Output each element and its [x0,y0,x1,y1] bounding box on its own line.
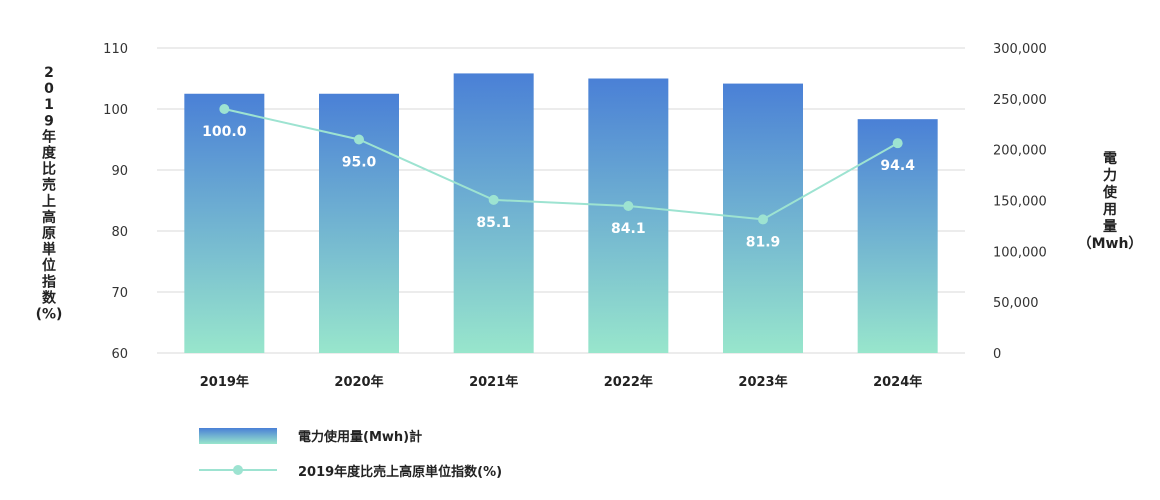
line-series [219,104,903,225]
data-labels: 100.0 95.0 85.1 84.1 81.9 94.4 [202,124,915,250]
bar [857,119,938,354]
left-axis-title: 2019年度比売上高原単位指数(%) [36,65,63,323]
left-tick-label: 60 [111,347,128,362]
right-axis-title-char: 量 [1103,219,1117,235]
right-axis-title: 電力使用量（Mwh） [1078,150,1143,252]
right-tick-label: 150,000 [993,195,1047,210]
right-axis-title-char: （Mwh） [1078,236,1143,252]
x-tick-label: 2021年 [469,374,518,390]
series-line [224,108,899,221]
right-axis-title-char: 使 [1102,184,1118,201]
legend-line-label: 2019年度比売上高原単位指数(%) [298,464,502,480]
right-tick-label: 0 [993,347,1001,362]
legend-bar-label: 電力使用量(Mwh)計 [298,429,422,445]
right-axis-title-char: 電 [1103,150,1117,167]
left-tick-label: 90 [111,164,128,179]
line-point [488,194,499,205]
left-axis-title-char: 1 [44,97,54,113]
right-tick-label: 50,000 [993,296,1039,311]
legend-bar-swatch [199,428,277,444]
x-tick-label: 2023年 [738,374,787,390]
left-axis-title-char: (%) [36,307,63,323]
x-tick-label: 2020年 [334,374,383,390]
left-axis-title-char: 位 [42,257,56,274]
legend: 電力使用量(Mwh)計 2019年度比売上高原単位指数(%) [199,428,502,480]
data-label: 100.0 [202,124,247,140]
left-tick-label: 110 [103,42,128,57]
data-label: 81.9 [746,234,781,250]
right-tick-label: 300,000 [993,42,1047,57]
left-axis-title-char: 売 [42,177,56,194]
bar [184,93,265,353]
left-axis-ticks: 60 70 80 90 100 110 [103,42,128,362]
left-axis-title-char: 2 [44,65,54,81]
data-label: 85.1 [476,215,511,231]
x-tick-label: 2022年 [604,374,653,390]
right-tick-label: 100,000 [993,245,1047,260]
left-axis-title-char: 0 [44,81,54,97]
x-tick-label: 2024年 [873,374,922,390]
bar-series [184,73,938,354]
line-point [623,200,634,211]
left-axis-title-char: 原 [42,226,56,242]
line-point [892,138,903,149]
line-point [758,214,768,225]
data-label: 95.0 [342,155,377,171]
line-point [219,104,230,114]
left-axis-title-char: 比 [42,161,56,178]
left-axis-title-char: 数 [42,289,57,306]
legend-line-marker [233,465,243,475]
left-axis-title-char: 高 [42,209,56,226]
left-axis-title-char: 年 [42,128,56,145]
data-label: 94.4 [880,158,915,174]
x-axis-ticks: 2019年 2020年 2021年 2022年 2023年 2024年 [200,374,923,390]
line-point [354,134,364,145]
right-tick-label: 250,000 [993,93,1047,108]
data-label: 84.1 [611,221,646,237]
bar [453,73,534,354]
right-tick-label: 200,000 [993,144,1047,159]
left-axis-title-char: 度 [42,145,57,162]
left-tick-label: 80 [111,225,128,240]
left-axis-title-char: 上 [42,194,56,210]
right-axis-ticks: 0 50,000 100,000 150,000 200,000 250,000 300,0… [993,42,1047,362]
right-axis-title-char: 用 [1103,202,1117,218]
left-tick-label: 70 [111,286,128,301]
left-axis-title-char: 9 [44,113,54,129]
right-axis-title-char: 力 [1103,167,1117,184]
left-tick-label: 100 [103,103,128,118]
bar [588,78,669,353]
x-tick-label: 2019年 [200,374,249,390]
left-axis-title-char: 単 [42,241,56,258]
left-axis-title-char: 指 [42,273,56,290]
gridlines [157,47,965,354]
